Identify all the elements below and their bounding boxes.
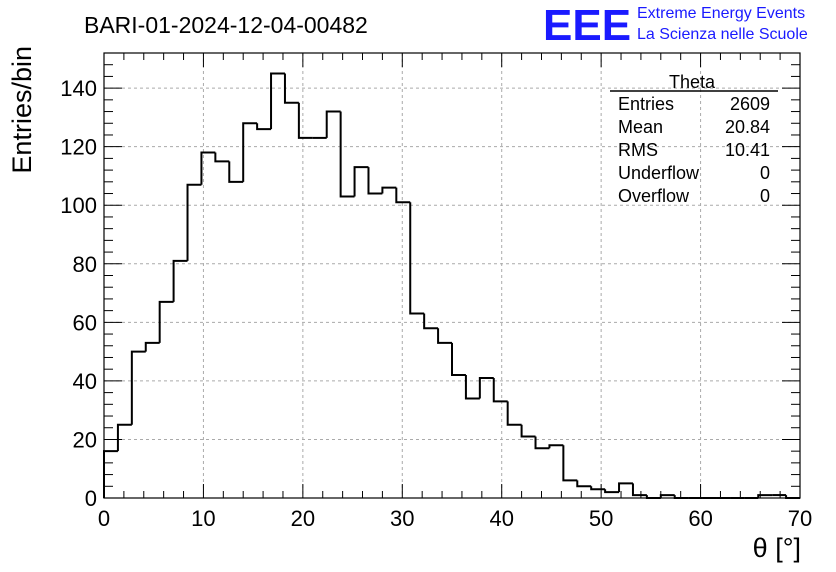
histogram-bars (103, 72, 800, 499)
stats-row-value: 0 (760, 186, 770, 206)
stats-box-title: Theta (669, 72, 716, 92)
histogram-bin (409, 202, 425, 315)
histogram-bin (158, 300, 174, 343)
histogram-bin (576, 480, 592, 488)
histogram-bin (548, 444, 564, 449)
y-tick-label: 80 (73, 252, 97, 277)
histogram-bin (478, 376, 494, 399)
brand-line-1: Extreme Energy Events (637, 5, 805, 22)
eee-logo: EEE Extreme Energy Events La Scienza nel… (543, 1, 808, 50)
histogram-bin (590, 486, 606, 491)
histogram-bin (270, 72, 285, 130)
stats-row-label: Mean (618, 117, 663, 137)
histogram-bin (423, 313, 439, 330)
histogram-bin (116, 423, 132, 452)
y-tick-label: 140 (60, 76, 97, 101)
histogram-bin (200, 151, 216, 185)
histogram-bin (562, 445, 578, 482)
x-tick-label: 40 (489, 506, 513, 531)
histogram-bin (256, 123, 272, 131)
stats-box: Theta Entries 2609 Mean 20.84 RMS 10.41 Underf… (610, 72, 778, 206)
histogram-bin (395, 187, 411, 204)
stats-row-value: 10.41 (725, 140, 770, 160)
stats-row-label: Entries (618, 94, 674, 114)
chart-title: BARI-01-2024-12-04-00482 (84, 12, 368, 38)
histogram-bin (757, 494, 773, 498)
histogram-bin (186, 183, 202, 261)
stats-row-value: 0 (760, 163, 770, 183)
y-tick-label: 100 (60, 193, 97, 218)
x-tick-label: 60 (688, 506, 712, 531)
axis-ticks (103, 52, 801, 499)
histogram-bin (130, 350, 146, 425)
histogram-bin (339, 111, 355, 198)
histogram-bin (437, 328, 452, 344)
histogram-bin (381, 186, 397, 194)
histogram-bin (534, 436, 550, 450)
plot-frame (103, 52, 801, 499)
grid (104, 53, 800, 498)
y-tick-label: 40 (73, 369, 97, 394)
histogram-bin (144, 341, 160, 352)
x-tick-label: 0 (98, 506, 110, 531)
histogram-bin (353, 166, 369, 197)
histogram-bin (283, 73, 299, 104)
stats-row-value: 20.84 (725, 117, 770, 137)
histogram-bin (451, 342, 466, 377)
eee-logo-text: EEE (543, 1, 631, 50)
x-axis-title: θ [°] (753, 533, 801, 563)
histogram-bin (228, 161, 244, 183)
y-tick-labels: 0 20 40 60 80 100 120 140 (60, 76, 97, 511)
histogram-bin (520, 424, 536, 438)
stats-row-label: RMS (618, 140, 658, 160)
histogram-bin (604, 489, 620, 494)
y-axis-title: Entries/bin (7, 46, 37, 174)
brand-line-2: La Scienza nelle Scuole (637, 26, 808, 43)
histogram-bin (492, 377, 508, 403)
histogram-bin (631, 483, 647, 497)
histogram-bin (464, 375, 480, 400)
histogram-bin (325, 110, 341, 138)
x-tick-label: 70 (788, 506, 812, 531)
x-tick-labels: 0 10 20 30 40 50 60 70 (98, 506, 812, 531)
x-tick-label: 20 (291, 506, 315, 531)
x-tick-label: 10 (191, 506, 215, 531)
x-tick-label: 30 (390, 506, 414, 531)
histogram-bin (172, 259, 188, 302)
y-tick-label: 20 (73, 427, 97, 452)
stats-row-label: Overflow (618, 186, 690, 206)
y-tick-label: 60 (73, 310, 97, 335)
histogram-bin (214, 152, 230, 163)
histogram-bin (506, 401, 522, 426)
histogram-bin (242, 122, 258, 182)
histogram-bin (297, 102, 313, 139)
stats-row-value: 2609 (730, 94, 770, 114)
stats-row-label: Underflow (618, 163, 700, 183)
histogram-bin (367, 167, 383, 195)
y-tick-label: 120 (60, 135, 97, 160)
x-tick-label: 50 (589, 506, 613, 531)
y-tick-label: 0 (85, 486, 97, 511)
histogram-bin (618, 482, 633, 493)
stats-rows: Entries 2609 Mean 20.84 RMS 10.41 Underflow 0 Ov… (618, 94, 770, 206)
